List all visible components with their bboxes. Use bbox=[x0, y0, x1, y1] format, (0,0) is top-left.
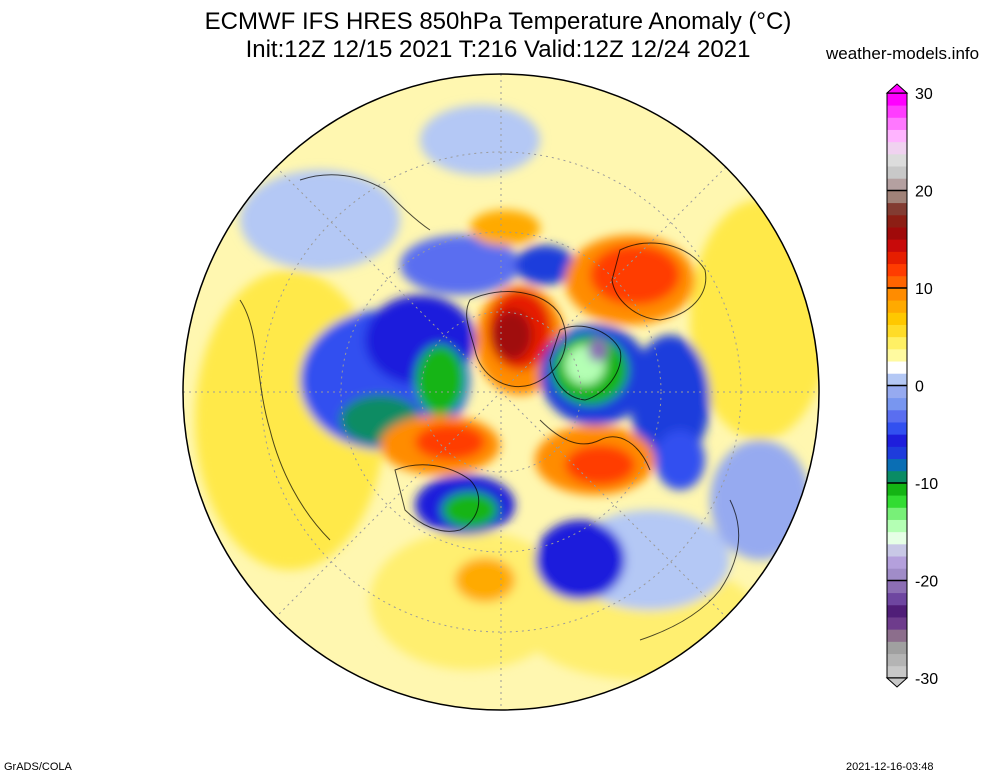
colorbar-cell bbox=[887, 409, 907, 423]
graticule bbox=[183, 74, 819, 710]
colorbar-cell bbox=[887, 239, 907, 252]
chart-subtitle: Init:12Z 12/15 2021 T:216 Valid:12Z 12/2… bbox=[245, 36, 751, 63]
colorbar-cell bbox=[887, 153, 907, 167]
coastlines bbox=[239, 174, 740, 641]
colorbar-cell bbox=[887, 275, 907, 289]
colorbar-cell bbox=[887, 178, 907, 191]
colorbar-cell bbox=[887, 665, 907, 679]
colorbar-cell bbox=[887, 543, 907, 557]
colorbar-cell bbox=[887, 263, 907, 277]
colorbar-cell bbox=[887, 166, 907, 179]
colorbar-tick-label: -20 bbox=[915, 574, 938, 591]
colorbar-tick-label: 30 bbox=[915, 86, 933, 103]
colorbar-cell bbox=[887, 227, 907, 240]
colorbar-cell bbox=[887, 93, 907, 106]
colorbar-cell bbox=[887, 495, 907, 508]
colorbar-cell bbox=[887, 300, 907, 313]
colorbar-cell bbox=[887, 434, 907, 447]
colorbar-cell bbox=[887, 629, 907, 642]
colorbar-cell bbox=[887, 580, 907, 594]
colorbar-cell bbox=[887, 251, 907, 265]
colorbar-cell bbox=[887, 422, 907, 435]
source-site: weather-models.info bbox=[826, 44, 980, 63]
colorbar-cell bbox=[887, 507, 907, 520]
colorbar-cell bbox=[887, 592, 907, 606]
colorbar-tick-label: -10 bbox=[915, 476, 938, 493]
colorbar-cell bbox=[887, 568, 907, 581]
colorbar-cell bbox=[887, 446, 907, 460]
colorbar-cell bbox=[887, 361, 907, 374]
colorbar-tick-label: 20 bbox=[915, 184, 933, 201]
colorbar-cell bbox=[887, 617, 907, 630]
colorbar-min-arrow bbox=[885, 677, 909, 688]
colorbar-cell bbox=[887, 202, 907, 216]
chart-title: ECMWF IFS HRES 850hPa Temperature Anomal… bbox=[204, 8, 792, 35]
anomaly-patch-asia-cool bbox=[240, 170, 400, 270]
colorbar-cell bbox=[887, 190, 907, 204]
footer-timestamp: 2021-12-16-03:48 bbox=[846, 761, 934, 773]
anomaly-patch-central-canada bbox=[630, 335, 710, 465]
colorbar-cell bbox=[887, 336, 907, 350]
anomaly-patch-okhotsk bbox=[470, 210, 540, 246]
colorbar-cell bbox=[887, 105, 907, 118]
anomaly-patch-europe bbox=[455, 558, 515, 602]
colorbar-cell bbox=[887, 385, 907, 399]
anomaly-patch-ne-siberia bbox=[400, 235, 520, 295]
anomaly-patch-atlantic-cold bbox=[535, 520, 625, 600]
colorbar-max-arrow bbox=[885, 83, 909, 94]
colorbar-cell bbox=[887, 531, 907, 545]
map-boundary bbox=[182, 73, 820, 711]
colorbar-cell bbox=[887, 117, 907, 130]
colorbar-cell bbox=[887, 324, 907, 338]
colorbar-cell bbox=[887, 470, 907, 484]
anomaly-patch-us-warm bbox=[370, 530, 570, 670]
colorbar-tick-label: 10 bbox=[915, 281, 933, 298]
colorbar-cell bbox=[887, 141, 907, 155]
colorbar-cell bbox=[887, 312, 907, 325]
colorbar-cell bbox=[887, 348, 907, 362]
colorbar-cell bbox=[887, 458, 907, 472]
colorbar-cell bbox=[887, 373, 907, 386]
colorbar-cell bbox=[887, 641, 907, 655]
colorbar-cell bbox=[887, 483, 907, 496]
colorbar-cell bbox=[887, 556, 907, 569]
colorbar-tick-label: 0 bbox=[915, 379, 924, 396]
footer-software: GrADS/COLA bbox=[4, 761, 72, 773]
colorbar-cell bbox=[887, 519, 907, 533]
colorbar-cell bbox=[887, 288, 907, 301]
colorbar-tick-label: -30 bbox=[915, 671, 938, 688]
colorbar-cell bbox=[887, 397, 907, 411]
colorbar-cell bbox=[887, 604, 907, 618]
colorbar-cell bbox=[887, 214, 907, 228]
colorbar-cell bbox=[887, 653, 907, 667]
colorbar-cell bbox=[887, 129, 907, 143]
